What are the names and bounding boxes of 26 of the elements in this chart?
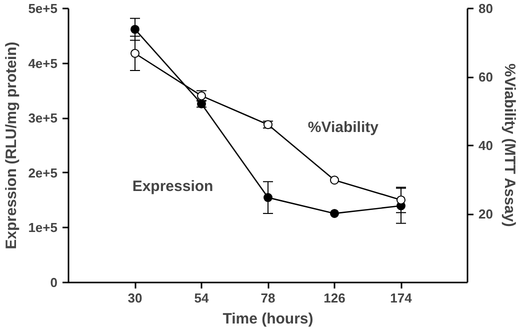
point — [330, 208, 339, 218]
y-tick-label: 3e+5 — [28, 110, 58, 126]
x-tick-label: 174 — [390, 290, 413, 306]
point — [130, 48, 140, 58]
y-tick-label: 4e+5 — [28, 56, 58, 71]
point — [130, 24, 140, 34]
text: Expression — [132, 178, 214, 196]
point — [330, 176, 339, 185]
y2-axis-title: %Viability (MTT Assay) — [500, 64, 518, 227]
x-axis-title: Time (hours) — [222, 310, 314, 328]
x-tick-label: 126 — [324, 290, 346, 306]
point — [264, 193, 272, 202]
y-axis-title: Expression (RLU/mg protein) — [3, 42, 20, 250]
y-tick-label: 5e+5 — [28, 1, 58, 16]
y2-tick-label: 40 — [478, 138, 493, 153]
x-tick-label: 78 — [260, 290, 276, 306]
point — [396, 195, 406, 204]
y-tick-label: 1e+5 — [28, 220, 58, 236]
x-tick-label: 30 — [128, 290, 142, 306]
y2-tick-label: 60 — [478, 70, 493, 84]
x-tick-label: 54 — [194, 290, 210, 306]
y-tick-label: 2e+5 — [28, 165, 58, 180]
y-tick-label: 0 — [50, 275, 58, 290]
series-label: %Viability — [308, 118, 380, 136]
y2-tick-label: 20 — [478, 206, 493, 222]
y2-tick-label: 80 — [478, 1, 493, 16]
